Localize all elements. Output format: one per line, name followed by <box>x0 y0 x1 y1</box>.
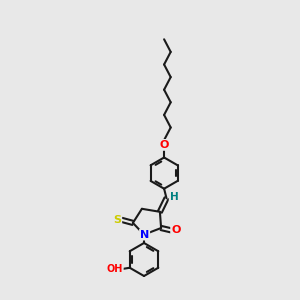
Text: OH: OH <box>106 264 123 274</box>
Text: H: H <box>169 191 178 202</box>
Text: O: O <box>159 140 169 150</box>
Text: S: S <box>113 215 121 225</box>
Text: O: O <box>171 225 181 236</box>
Text: N: N <box>140 230 149 240</box>
